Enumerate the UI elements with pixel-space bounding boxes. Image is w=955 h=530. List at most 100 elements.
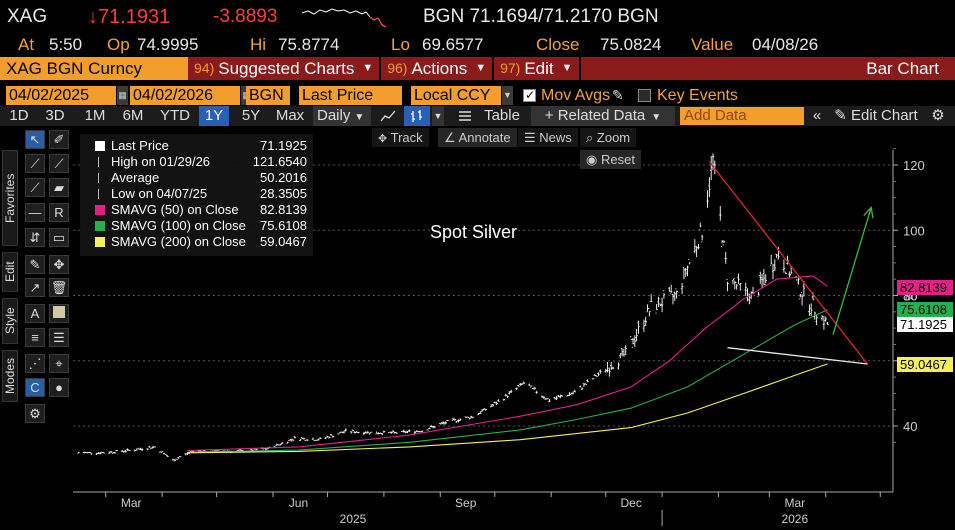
last-price: ↓71.1931 (88, 5, 171, 28)
pencil-icon[interactable]: ✎ (612, 87, 624, 103)
news-label: News (539, 130, 572, 145)
rectangle-tool-icon[interactable]: ▭ (49, 228, 69, 247)
crosshair-icon: ✥ (378, 133, 388, 145)
line-style-icon[interactable]: ☰ (49, 328, 69, 347)
period-5y[interactable]: 5Y (241, 107, 261, 124)
chevron-down-icon[interactable]: ▼ (502, 86, 513, 105)
x-month-label: Jun (289, 496, 308, 510)
period-max[interactable]: Max (275, 107, 305, 124)
related-data-label: + Related Data (544, 107, 646, 124)
legend-label: Last Price (111, 138, 169, 153)
trash-icon[interactable]: 🗑 (49, 278, 69, 297)
period-1d[interactable]: 1D (9, 107, 29, 124)
zoom-label: Zoom (596, 130, 631, 145)
period-ytd[interactable]: YTD (160, 107, 190, 124)
gear-icon[interactable]: ⚙ (931, 107, 945, 124)
pointer-tool-icon[interactable]: ↖ (25, 130, 45, 149)
segment-tool-icon[interactable]: ⟋ (25, 178, 45, 197)
chevron-down-icon: ▼ (362, 62, 374, 74)
chart-axes: 40608010012080MarJunSepDecMar20252026 (73, 148, 925, 526)
menu-label: Suggested Charts (218, 59, 355, 78)
add-data-input[interactable]: Add Data (680, 107, 804, 125)
magnet-icon[interactable]: ⋰ (25, 354, 45, 373)
brush-icon[interactable]: ✎ (25, 255, 45, 274)
font-icon[interactable]: A (25, 304, 45, 323)
line-weight-icon[interactable]: ≡ (25, 328, 45, 347)
news-button[interactable]: ☰ News (518, 128, 578, 147)
close-label: Close (536, 35, 580, 54)
collapse-icon[interactable]: « (812, 107, 822, 124)
low-label: Lo (391, 35, 410, 54)
price-tag-sma50: 82.8139 (897, 280, 953, 295)
channel-tool-icon[interactable]: ▰ (49, 178, 69, 197)
value-label: Value (691, 35, 734, 54)
chevron-down-icon: ▼ (561, 62, 573, 74)
high-label: Hi (250, 35, 267, 54)
fill-color-icon[interactable] (49, 304, 69, 323)
cycle-mode-icon[interactable]: C (25, 378, 45, 397)
zoom-button[interactable]: ⌕ Zoom (580, 128, 637, 147)
close-value: 75.0824 (600, 35, 662, 54)
field-select[interactable]: Last Price (299, 86, 402, 105)
currency-select[interactable]: Local CCY (411, 86, 501, 105)
legend-value: 59.0467 (260, 234, 307, 249)
legend-label: SMAVG (50) on Close (111, 202, 239, 217)
actions-menu[interactable]: 96) Actions ▼ (381, 57, 495, 80)
mov-avgs-label: Mov Avgs (541, 87, 611, 104)
at-value: 5:50 (49, 35, 83, 54)
color-palette-icon[interactable]: ● (49, 378, 69, 397)
key-events-label: Key Events (657, 87, 738, 104)
reset-label: Reset (600, 152, 635, 167)
start-date-field[interactable]: 04/02/2025 (6, 86, 116, 105)
crosshair-icon[interactable]: ⌖ (49, 354, 69, 373)
legend-marker-icon (98, 157, 104, 167)
line-chart-icon[interactable] (378, 106, 398, 126)
select-icon[interactable]: ↗ (25, 278, 45, 297)
bar-chart-icon[interactable] (404, 106, 430, 126)
settings-gear-icon[interactable]: ⚙ (25, 404, 45, 423)
legend-label: SMAVG (100) on Close (111, 218, 246, 233)
search-icon: ⌕ (586, 130, 594, 145)
table-icon[interactable] (456, 106, 474, 126)
move-icon[interactable]: ✥ (49, 255, 69, 274)
period-3d[interactable]: 3D (45, 107, 65, 124)
chevron-down-icon[interactable]: ▼ (432, 106, 444, 126)
chevron-down-icon: ▼ (651, 112, 662, 123)
end-date-field[interactable]: 04/02/2026 (130, 86, 240, 105)
calendar-icon[interactable]: ▦ (117, 86, 128, 105)
legend-swatch (95, 221, 105, 231)
suggested-charts-menu[interactable]: 94) Suggested Charts ▼ (188, 57, 382, 80)
security-name[interactable]: XAG BGN Curncy (0, 57, 188, 80)
price-tag-last: 71.1925 (897, 317, 953, 332)
title-bar: XAG BGN Curncy 94) Suggested Charts ▼ 96… (0, 57, 955, 80)
legend-item: Average 50.2016 (80, 170, 313, 185)
sma50-line (187, 275, 828, 452)
track-button[interactable]: ✥ Track (372, 128, 429, 147)
period-6m[interactable]: 6M (122, 107, 144, 124)
table-button[interactable]: Table (484, 107, 520, 124)
fib-tool-icon[interactable]: ⇵ (25, 228, 45, 247)
ray-tool-icon[interactable]: ⟋ (49, 154, 69, 173)
edit-menu[interactable]: 97) Edit ▼ (494, 57, 581, 80)
value-date: 04/08/26 (752, 35, 819, 54)
annotate-button[interactable]: ∠ Annotate (438, 128, 517, 147)
horizontal-line-icon[interactable]: — (25, 203, 45, 222)
mov-avgs-checkbox[interactable] (523, 88, 536, 102)
related-data-button[interactable]: + Related Data ▼ (531, 106, 675, 126)
period-1m[interactable]: 1M (84, 107, 106, 124)
trendline-tool-icon[interactable]: ⟋ (25, 154, 45, 173)
pen-tool-icon[interactable]: ✐ (49, 130, 69, 149)
sma200-line (187, 363, 828, 454)
menu-label: Edit (524, 59, 554, 78)
reset-button[interactable]: ◉ Reset (580, 150, 641, 169)
frequency-select[interactable]: Daily ▼ (313, 106, 371, 126)
legend-value: 50.2016 (260, 170, 307, 185)
key-events-checkbox[interactable] (638, 89, 651, 102)
source-field[interactable]: BGN (246, 86, 290, 105)
period-1y[interactable]: 1Y (199, 106, 229, 126)
menu-num: 94) (194, 60, 215, 76)
text-tool-icon[interactable]: R (49, 203, 69, 222)
edit-chart-button[interactable]: ✎ Edit Chart (831, 106, 921, 126)
legend-item: High on 01/29/26 121.6540 (80, 154, 313, 169)
